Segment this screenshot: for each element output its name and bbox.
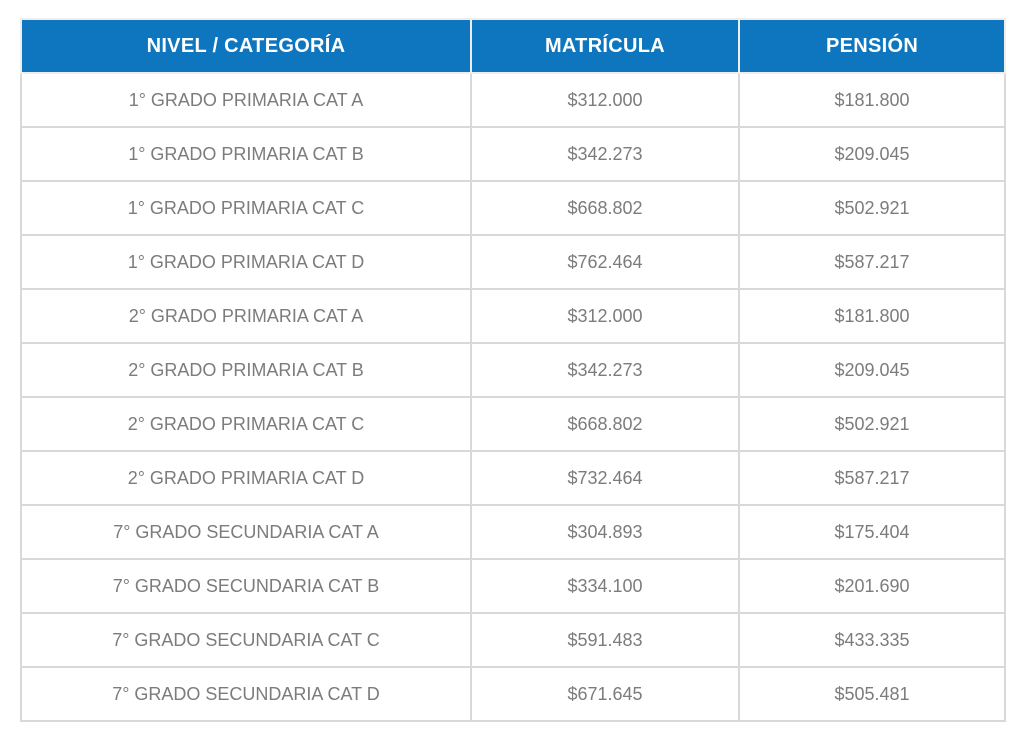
cell-pension: $175.404 — [738, 504, 1006, 560]
cell-matricula: $304.893 — [470, 504, 740, 560]
table-row: 2° GRADO PRIMARIA CAT D $732.464 $587.217 — [20, 450, 1006, 506]
cell-matricula: $342.273 — [470, 126, 740, 182]
cell-pension: $502.921 — [738, 180, 1006, 236]
header-row: NIVEL / CATEGORÍA MATRÍCULA PENSIÓN — [20, 18, 1006, 74]
table-row: 1° GRADO PRIMARIA CAT A $312.000 $181.800 — [20, 72, 1006, 128]
cell-pension: $181.800 — [738, 288, 1006, 344]
cell-pension: $201.690 — [738, 558, 1006, 614]
cell-matricula: $671.645 — [470, 666, 740, 722]
cell-nivel-categoria: 7° GRADO SECUNDARIA CAT B — [20, 558, 472, 614]
cell-pension: $587.217 — [738, 234, 1006, 290]
cell-pension: $181.800 — [738, 72, 1006, 128]
cell-nivel-categoria: 2° GRADO PRIMARIA CAT D — [20, 450, 472, 506]
table-row: 1° GRADO PRIMARIA CAT B $342.273 $209.045 — [20, 126, 1006, 182]
cell-matricula: $312.000 — [470, 288, 740, 344]
table-row: 2° GRADO PRIMARIA CAT C $668.802 $502.921 — [20, 396, 1006, 452]
cell-nivel-categoria: 1° GRADO PRIMARIA CAT D — [20, 234, 472, 290]
cell-nivel-categoria: 2° GRADO PRIMARIA CAT A — [20, 288, 472, 344]
cell-nivel-categoria: 1° GRADO PRIMARIA CAT C — [20, 180, 472, 236]
cell-pension: $209.045 — [738, 342, 1006, 398]
cell-nivel-categoria: 1° GRADO PRIMARIA CAT A — [20, 72, 472, 128]
cell-matricula: $342.273 — [470, 342, 740, 398]
table-row: 7° GRADO SECUNDARIA CAT A $304.893 $175.40… — [20, 504, 1006, 560]
cell-matricula: $591.483 — [470, 612, 740, 668]
table-row: 7° GRADO SECUNDARIA CAT C $591.483 $433.33… — [20, 612, 1006, 668]
column-header-nivel-categoria: NIVEL / CATEGORÍA — [20, 18, 472, 74]
table-row: 2° GRADO PRIMARIA CAT B $342.273 $209.045 — [20, 342, 1006, 398]
cell-nivel-categoria: 2° GRADO PRIMARIA CAT C — [20, 396, 472, 452]
table-row: 7° GRADO SECUNDARIA CAT D $671.645 $505.48… — [20, 666, 1006, 722]
cell-matricula: $762.464 — [470, 234, 740, 290]
cell-pension: $433.335 — [738, 612, 1006, 668]
cell-pension: $587.217 — [738, 450, 1006, 506]
cell-nivel-categoria: 7° GRADO SECUNDARIA CAT D — [20, 666, 472, 722]
tuition-fee-table: NIVEL / CATEGORÍA MATRÍCULA PENSIÓN 1° G… — [20, 18, 1006, 722]
cell-matricula: $732.464 — [470, 450, 740, 506]
cell-matricula: $312.000 — [470, 72, 740, 128]
column-header-pension: PENSIÓN — [738, 18, 1006, 74]
cell-matricula: $334.100 — [470, 558, 740, 614]
cell-nivel-categoria: 7° GRADO SECUNDARIA CAT A — [20, 504, 472, 560]
cell-nivel-categoria: 2° GRADO PRIMARIA CAT B — [20, 342, 472, 398]
cell-pension: $502.921 — [738, 396, 1006, 452]
cell-pension: $505.481 — [738, 666, 1006, 722]
table-row: 1° GRADO PRIMARIA CAT D $762.464 $587.217 — [20, 234, 1006, 290]
cell-matricula: $668.802 — [470, 180, 740, 236]
cell-nivel-categoria: 1° GRADO PRIMARIA CAT B — [20, 126, 472, 182]
cell-nivel-categoria: 7° GRADO SECUNDARIA CAT C — [20, 612, 472, 668]
column-header-matricula: MATRÍCULA — [470, 18, 740, 74]
cell-pension: $209.045 — [738, 126, 1006, 182]
cell-matricula: $668.802 — [470, 396, 740, 452]
table-row: 1° GRADO PRIMARIA CAT C $668.802 $502.921 — [20, 180, 1006, 236]
table-row: 2° GRADO PRIMARIA CAT A $312.000 $181.800 — [20, 288, 1006, 344]
table-row: 7° GRADO SECUNDARIA CAT B $334.100 $201.69… — [20, 558, 1006, 614]
